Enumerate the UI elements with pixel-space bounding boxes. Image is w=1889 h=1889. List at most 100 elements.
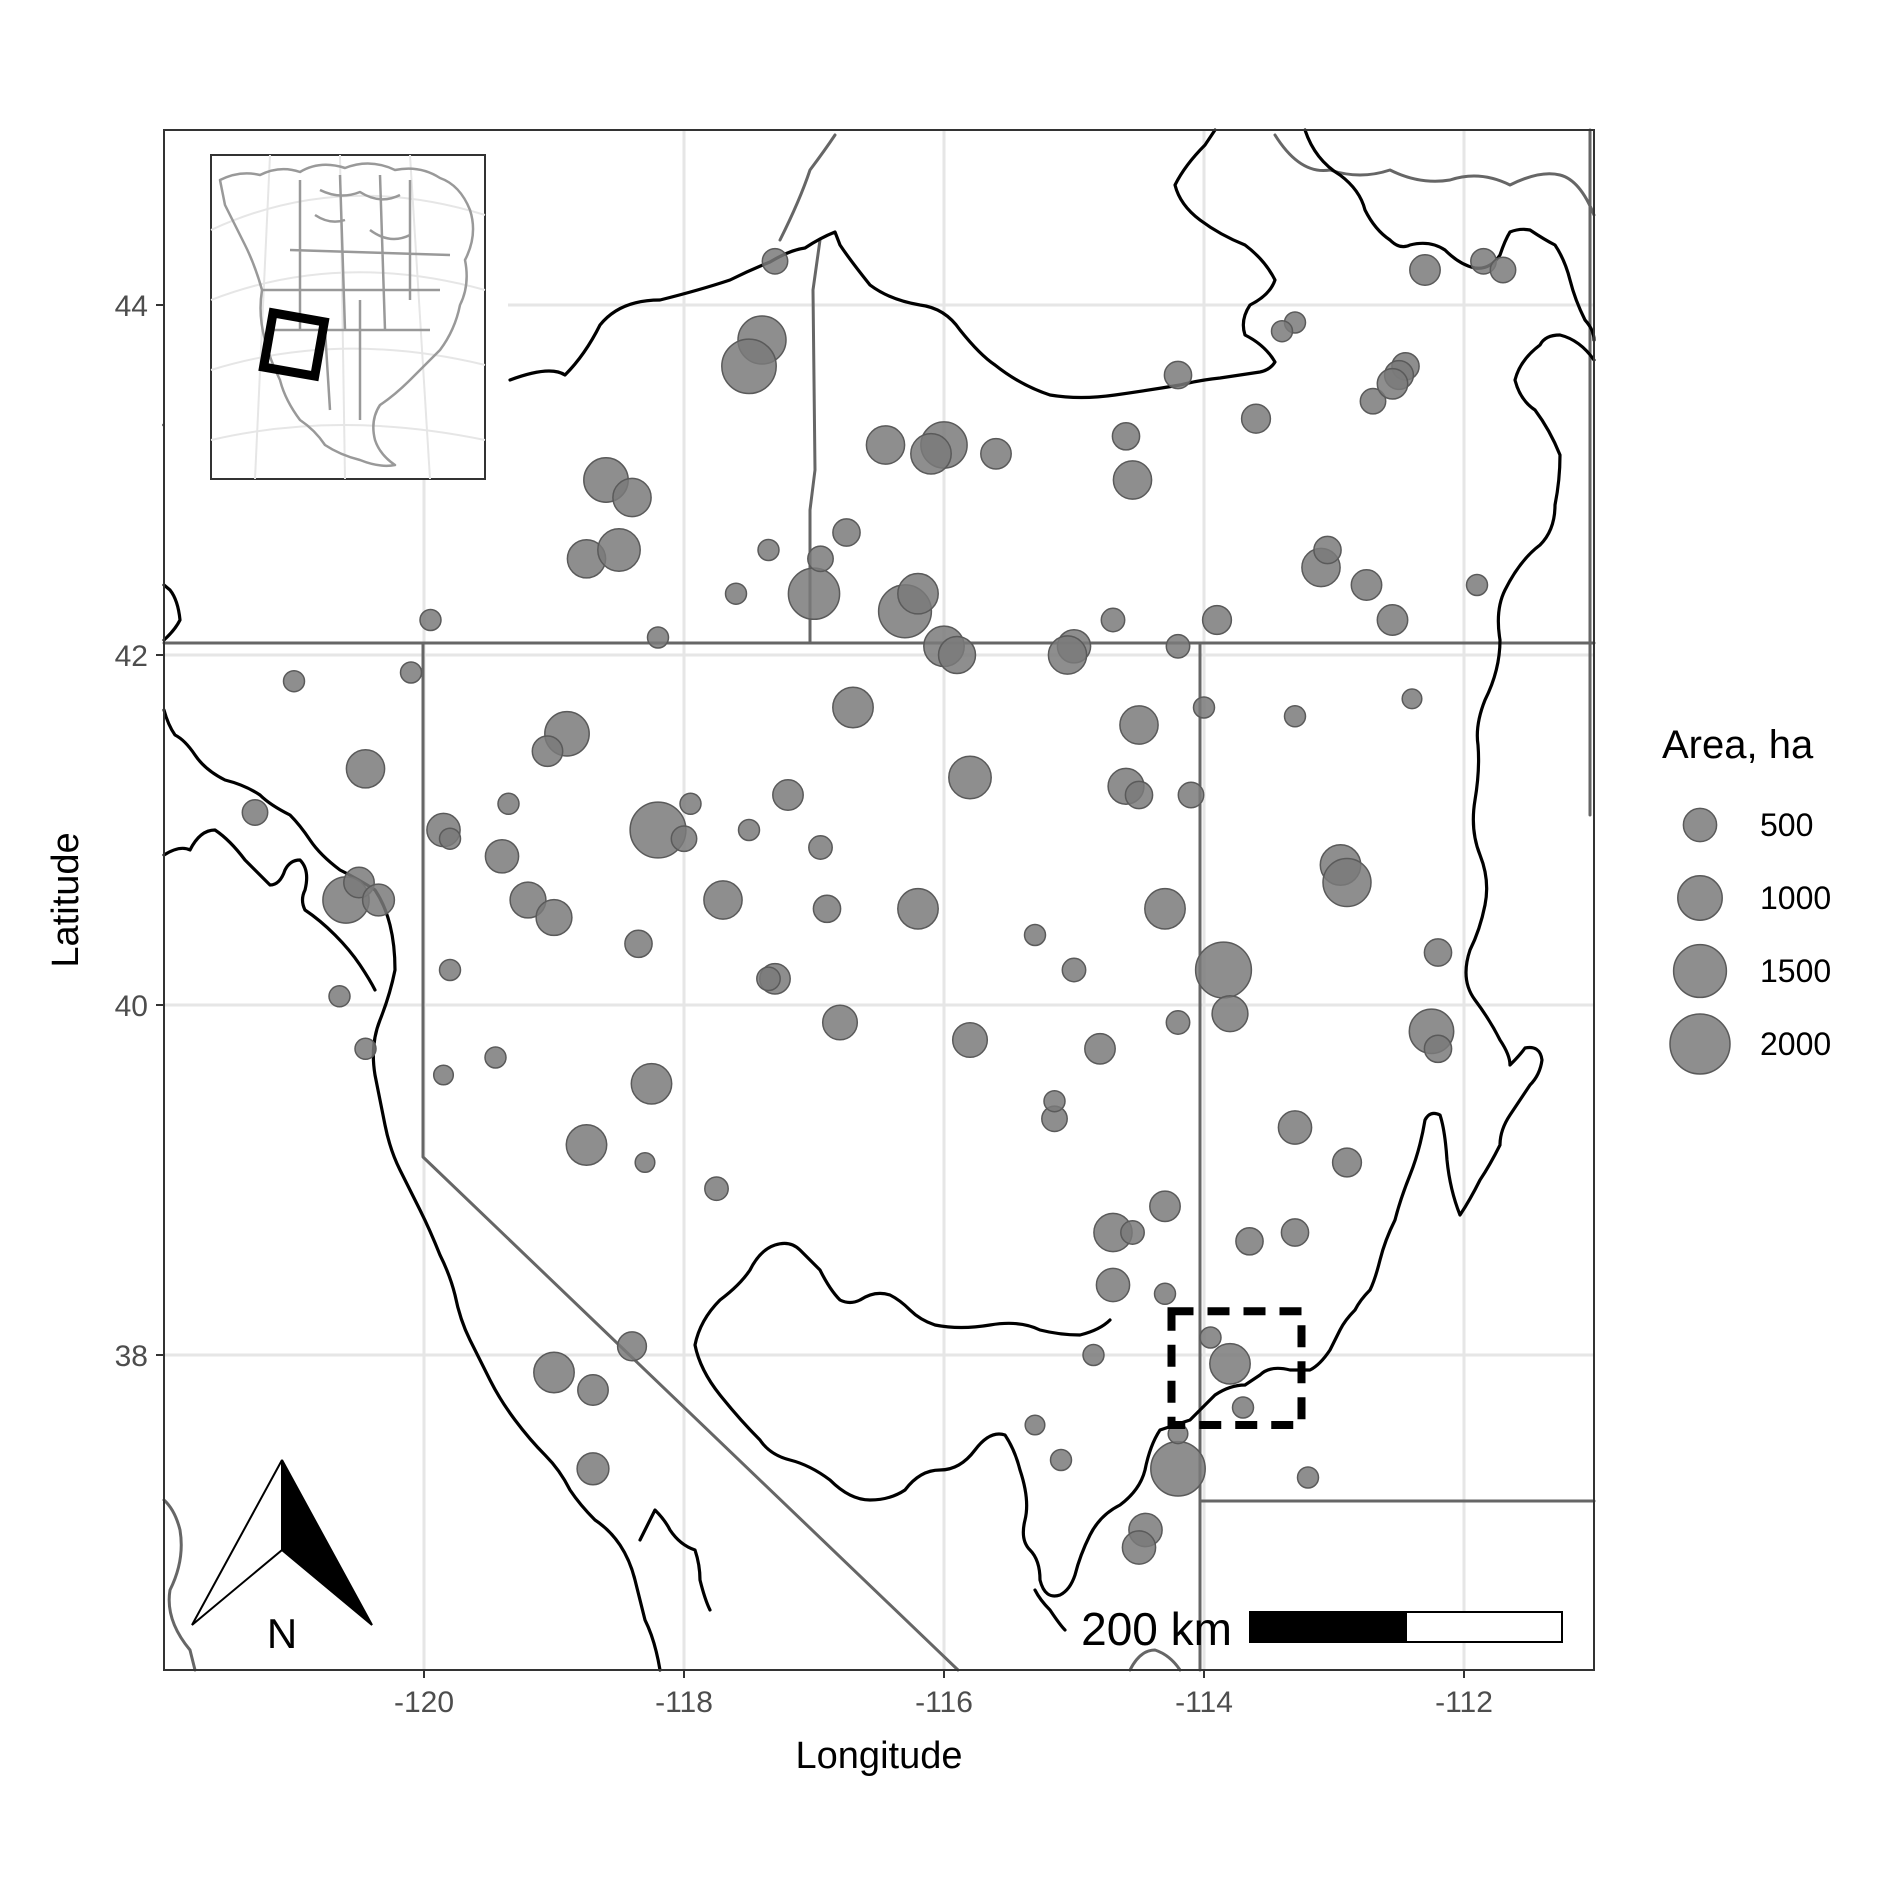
y-tick-label: 40 [115,990,148,1023]
legend-key [1669,1013,1731,1075]
data-point [484,1046,507,1069]
data-point [897,887,939,930]
data-point [1061,957,1087,983]
data-point [832,518,861,547]
data-point [577,1374,609,1406]
data-point [1163,360,1193,390]
scale-bar-white-segment [1405,1611,1563,1643]
data-point [1211,995,1249,1033]
data-point [533,1351,575,1394]
data-point [419,608,442,632]
axis-ticks: -120 -118 -116 -114 -112 38 40 42 44 [115,290,1493,1719]
data-point [1489,256,1517,284]
data-point [576,1452,610,1486]
data-point [897,572,939,615]
data-point [241,799,269,826]
data-point [1376,604,1409,636]
inset-locator-map [165,131,508,480]
legend-title: Area, ha [1662,723,1814,767]
legend-key [1672,943,1728,999]
north-arrow: N [191,1459,373,1657]
data-point [1359,387,1387,415]
legend-key [1682,807,1718,843]
data-point [509,881,547,919]
data-point [1165,633,1191,659]
legend-items: 500 1000 1500 2000 [1669,807,1831,1075]
data-point [1082,1343,1105,1367]
data-point [1120,1220,1145,1245]
legend-label: 1500 [1760,953,1831,989]
data-point [328,985,351,1008]
inset-locator-box [258,307,330,382]
data-point [1023,923,1047,947]
y-tick-label: 42 [115,640,148,673]
data-point [354,1037,377,1061]
y-tick-label: 44 [115,290,148,323]
data-point [812,894,842,924]
data-point [951,1021,989,1059]
data-point [497,792,520,816]
data-point [1240,403,1272,434]
data-point [597,528,641,572]
data-point [761,247,789,275]
data-point [703,880,743,920]
data-point [1235,1226,1264,1256]
data-point [361,883,396,917]
data-point [948,755,992,800]
data-point [1111,421,1141,451]
x-tick-label: -120 [394,1686,454,1719]
data-point [1165,1010,1191,1035]
state-border-arizona-bottom [1128,1648,1182,1672]
state-border-montana [1273,133,1596,217]
data-point [646,626,670,649]
data-point [787,567,841,621]
data-point [1401,688,1423,710]
state-border-california-south [162,1498,197,1672]
data-point [1270,319,1294,343]
data-point [1283,705,1307,728]
data-point [432,1064,455,1086]
data-point [1084,1032,1116,1065]
legend-label: 2000 [1760,1026,1831,1062]
data-point [1409,254,1441,286]
data-point [634,1151,656,1174]
state-border-nevada-west [421,641,960,1672]
x-tick-label: -112 [1435,1686,1493,1719]
legend-label: 1000 [1760,880,1831,916]
data-point [1024,1414,1046,1436]
data-point [1350,569,1383,601]
data-point [807,545,834,573]
data-point [1199,1326,1222,1349]
data-point [1144,887,1186,930]
data-point [1124,780,1154,810]
data-point [1049,1448,1073,1472]
data-point [624,929,653,959]
data-point [1112,460,1153,500]
data-point [1231,1396,1255,1419]
plot-panel-border [163,129,1595,1671]
data-point [565,1124,608,1166]
data-point [757,538,780,562]
study-area-box [1167,1307,1306,1429]
data-point [531,735,564,768]
y-axis-title: Latitude [45,832,87,967]
data-point [910,432,952,475]
state-border-oregon-idaho-north [778,133,837,242]
data-point [821,1004,859,1041]
data-point [282,669,306,693]
data-point [1423,938,1453,967]
data-point [1047,635,1088,675]
data-point [1153,1282,1177,1306]
x-tick-label: -114 [1175,1686,1233,1719]
data-point [1194,941,1253,999]
data-point [612,477,652,518]
legend-key [1677,875,1723,921]
data-point [438,958,462,982]
data-point [630,1062,673,1105]
data-point [1043,1089,1066,1113]
data-point [484,838,520,874]
data-point [1192,696,1216,719]
data-point [399,661,423,684]
scale-bar-black-segment [1249,1611,1407,1643]
